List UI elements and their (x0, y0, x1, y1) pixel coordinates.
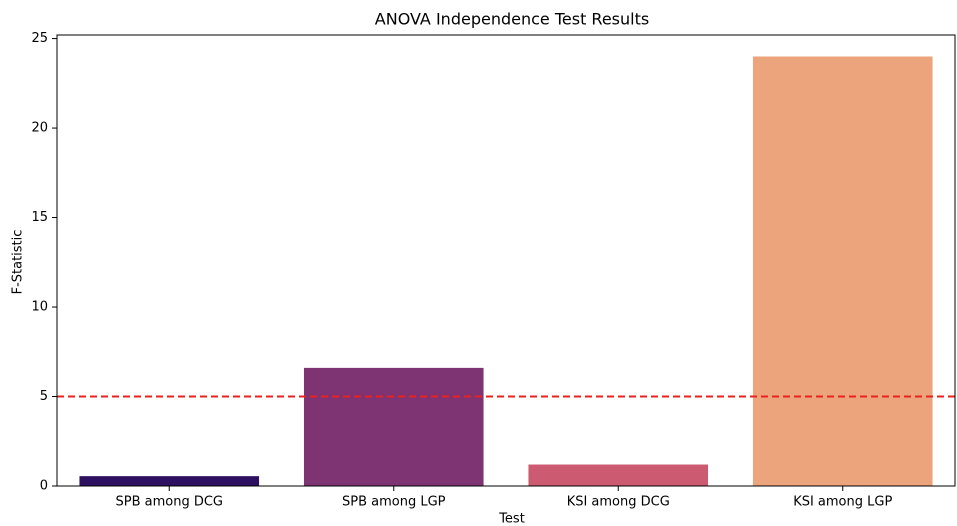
y-tick-label: 5 (40, 389, 48, 404)
y-tick-label: 15 (31, 210, 48, 225)
bar (752, 56, 933, 486)
y-tick-label: 25 (31, 31, 48, 46)
x-tick-label: KSI among DCG (567, 495, 670, 510)
y-tick-label: 20 (31, 121, 48, 136)
x-tick-label: SPB among DCG (115, 495, 223, 510)
y-axis-label: F-Statistic (11, 230, 26, 295)
plot-frame (56, 34, 956, 487)
y-tick-label: 10 (31, 300, 48, 315)
bar (79, 476, 260, 486)
y-tick-label: 0 (40, 479, 48, 494)
x-tick-label: SPB among LGP (342, 495, 446, 510)
chart-title: ANOVA Independence Test Results (375, 10, 649, 29)
bar (528, 464, 709, 486)
bar (303, 367, 484, 486)
x-axis-label: Test (498, 512, 525, 526)
x-tick-label: KSI among LGP (793, 495, 892, 510)
